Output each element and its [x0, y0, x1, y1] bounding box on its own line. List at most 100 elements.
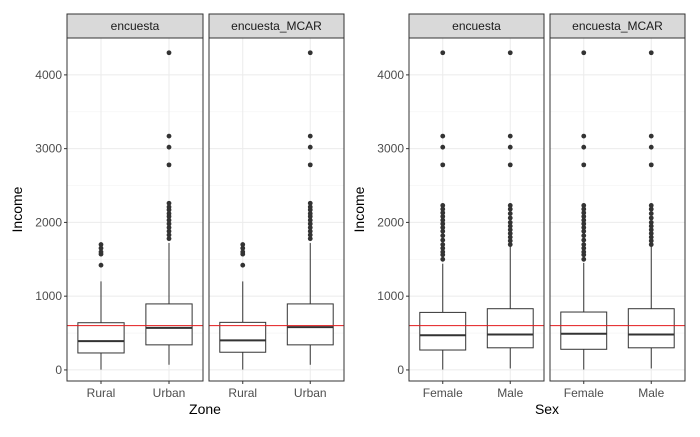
- boxplot-urban: [145, 50, 193, 365]
- outlier-point: [581, 233, 587, 239]
- outlier-point: [240, 249, 246, 255]
- outlier-point: [307, 228, 313, 234]
- box-iqr: [486, 308, 534, 349]
- panel-border: [408, 37, 545, 382]
- outlier-point: [166, 144, 172, 150]
- outlier-point: [507, 227, 513, 233]
- outlier-point: [507, 223, 513, 229]
- y-tick-label: 0: [55, 363, 62, 377]
- outlier-point: [648, 223, 654, 229]
- outlier-point: [507, 203, 513, 208]
- outlier-point: [166, 133, 172, 139]
- outlier-point: [440, 221, 446, 227]
- outlier-point: [581, 228, 587, 234]
- outlier-point: [307, 232, 313, 238]
- boxplot-male: [627, 50, 675, 369]
- y-axis-title: Income: [9, 186, 25, 232]
- y-tick-label: 4000: [377, 68, 404, 82]
- y-tick-label: 4000: [35, 68, 62, 82]
- outlier-point: [307, 236, 313, 242]
- outlier-point: [507, 50, 513, 56]
- outlier-point: [440, 237, 446, 243]
- boxplot-rural: [219, 242, 267, 370]
- outlier-point: [507, 133, 513, 139]
- facet-strip: [408, 13, 545, 39]
- box-iqr: [77, 322, 125, 354]
- box-iqr: [219, 321, 267, 353]
- outlier-point: [507, 144, 513, 150]
- outlier-point: [648, 231, 654, 236]
- outlier-point: [440, 210, 446, 216]
- y-tick-label: 3000: [35, 142, 62, 156]
- facet-strip-label: encuesta: [111, 19, 160, 33]
- outlier-point: [648, 206, 654, 212]
- panel-border: [66, 37, 204, 382]
- outlier-point: [507, 231, 513, 236]
- box-iqr: [419, 311, 467, 351]
- outlier-point: [166, 232, 172, 238]
- outlier-point: [581, 162, 587, 168]
- facet-panel-0-0: encuesta Rural Urban: [66, 13, 204, 400]
- y-tick-label: 1000: [377, 289, 404, 303]
- outlier-point: [507, 206, 513, 212]
- outlier-point: [98, 242, 104, 247]
- outlier-point: [648, 50, 654, 56]
- boxplot-urban: [286, 50, 334, 365]
- outlier-point: [166, 204, 172, 210]
- boxplot-female: [560, 50, 608, 370]
- outlier-point: [440, 203, 446, 208]
- outlier-point: [440, 225, 446, 230]
- outlier-point: [648, 144, 654, 150]
- outlier-point: [307, 200, 313, 206]
- outlier-point: [648, 133, 654, 139]
- outlier-point: [648, 220, 654, 225]
- facet-strip: [549, 13, 686, 39]
- outlier-point: [240, 245, 246, 251]
- y-axis-title: Income: [351, 186, 367, 232]
- facet-strip: [208, 13, 345, 39]
- outlier-point: [98, 249, 104, 255]
- outlier-point: [440, 249, 446, 255]
- outlier-point: [581, 242, 587, 247]
- x-tick-label: Female: [564, 386, 604, 400]
- outlier-point: [581, 210, 587, 216]
- outlier-point: [648, 215, 654, 221]
- outlier-point: [648, 203, 654, 208]
- outlier-point: [581, 237, 587, 243]
- x-tick-label: Rural: [228, 386, 257, 400]
- x-axis-title: Zone: [189, 401, 221, 417]
- outlier-point: [507, 242, 513, 247]
- facet-strip-label: encuesta_MCAR: [231, 19, 322, 33]
- outlier-point: [440, 214, 446, 219]
- outlier-point: [166, 236, 172, 242]
- outlier-point: [166, 162, 172, 168]
- outlier-point: [440, 144, 446, 150]
- x-axis-title: Sex: [535, 401, 559, 417]
- panel-border: [208, 37, 345, 382]
- outlier-point: [440, 233, 446, 239]
- outlier-point: [307, 221, 313, 227]
- y-tick-label: 1000: [35, 289, 62, 303]
- outlier-point: [507, 162, 513, 168]
- x-tick-label: Male: [497, 386, 523, 400]
- outlier-point: [581, 50, 587, 56]
- facet-strip-label: encuesta: [452, 19, 501, 33]
- outlier-point: [581, 256, 587, 262]
- boxplot-female: [419, 50, 467, 370]
- outlier-point: [581, 217, 587, 223]
- outlier-point: [648, 162, 654, 168]
- outlier-point: [166, 217, 172, 223]
- outlier-point: [440, 256, 446, 262]
- y-tick-label: 2000: [377, 215, 404, 229]
- y-tick-label: 0: [397, 363, 404, 377]
- outlier-point: [440, 133, 446, 139]
- outlier-point: [307, 225, 313, 230]
- outlier-point: [307, 204, 313, 210]
- outlier-point: [440, 228, 446, 234]
- outlier-point: [307, 144, 313, 150]
- x-tick-label: Rural: [87, 386, 116, 400]
- boxplot-male: [486, 50, 534, 369]
- facet-strip-label: encuesta_MCAR: [572, 19, 663, 33]
- y-tick-label: 2000: [35, 215, 62, 229]
- outlier-point: [648, 242, 654, 247]
